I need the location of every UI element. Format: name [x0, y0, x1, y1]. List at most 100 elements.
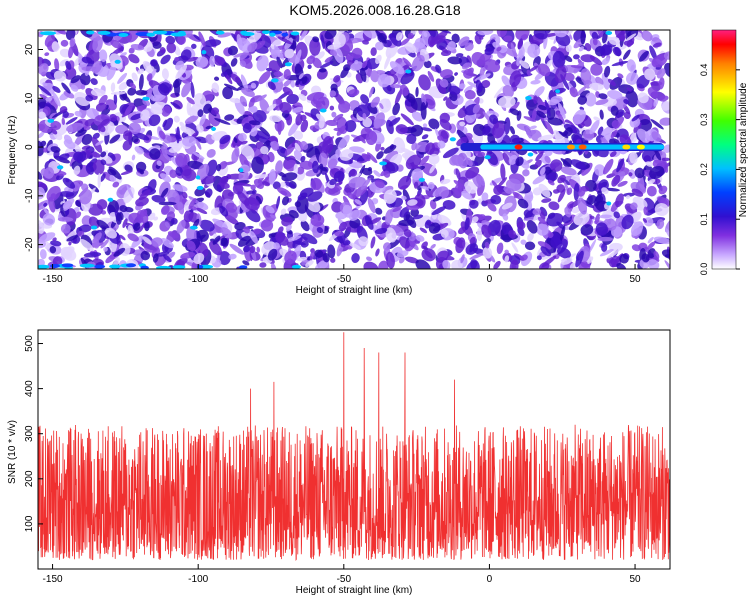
spectrogram-cell: [106, 64, 117, 81]
spectrogram-cell: [571, 206, 581, 214]
spectrogram-cell: [42, 147, 49, 153]
spectrogram-cell: [176, 219, 186, 234]
spectrogram-cell: [73, 151, 84, 162]
spectrogram-cell: [395, 32, 403, 41]
spectrogram-cell: [284, 48, 295, 59]
spectrogram-cell: [255, 195, 262, 205]
spectrogram-cell: [349, 169, 358, 177]
spectrogram-cell: [476, 227, 483, 241]
spectrogram-cell: [248, 97, 255, 109]
spectrogram-cell: [321, 34, 325, 49]
spectrogram-cell: [653, 250, 660, 260]
spectrogram-cell: [225, 202, 238, 213]
spectrogram-cell: [140, 250, 151, 261]
spectrogram-cell: [88, 183, 100, 193]
spectrogram-cell: [107, 197, 114, 202]
spectrogram-cell: [248, 120, 261, 126]
spectrogram-cell: [263, 155, 269, 165]
spectrogram-cell: [547, 117, 563, 126]
spectrogram-x-tick-label: 50: [629, 274, 641, 285]
spectrogram-cell: [187, 160, 204, 170]
spectrogram-cell: [52, 237, 57, 242]
spectrogram-cell: [269, 142, 280, 150]
spectrogram-cell: [57, 216, 74, 222]
spectrogram-cell: [329, 105, 335, 111]
spectrogram-cell: [229, 97, 241, 104]
spectrogram-cell: [439, 78, 449, 88]
spectrogram-cell: [642, 218, 648, 223]
spectrogram-cell: [243, 245, 251, 253]
spectrogram-cell: [101, 107, 111, 116]
page-title: KOM5.2026.008.16.28.G18: [289, 2, 461, 18]
spectrogram-cell: [535, 110, 547, 119]
spectrogram-cell: [633, 121, 642, 133]
spectrogram-cell: [504, 48, 518, 57]
spectrogram-cell: [40, 140, 47, 147]
spectrogram-cell: [58, 153, 70, 161]
spectrogram-cell: [414, 37, 426, 49]
spectrogram-cell: [281, 172, 298, 182]
spectrogram-cell: [43, 207, 50, 216]
spectrogram-cell: [176, 257, 188, 267]
spectrogram-cell: [135, 196, 149, 207]
spectrogram-cell: [405, 154, 422, 170]
spectrogram-cell: [411, 54, 425, 72]
spectrogram-cell: [69, 37, 76, 47]
spectrogram-cell: [169, 169, 177, 179]
spectrogram-cell: [383, 242, 391, 251]
spectrogram-cell: [281, 32, 289, 37]
spectrogram-cell: [130, 44, 145, 51]
spectrogram-cell: [38, 201, 44, 209]
spectrogram-cell: [150, 59, 158, 67]
spectrogram-cell: [223, 83, 239, 92]
spectrogram-cell: [404, 256, 419, 264]
spectrogram-cell: [38, 264, 50, 269]
spectrogram-cell: [288, 209, 299, 219]
spectrogram-cell: [104, 227, 117, 239]
spectrogram-cell: [339, 149, 354, 161]
spectrogram-cell: [175, 166, 183, 177]
spectrogram-y-tick-label: 0: [24, 144, 35, 150]
spectrogram-cell: [594, 164, 606, 176]
spectrogram-cell: [515, 156, 524, 167]
spectrogram-cell: [181, 169, 197, 182]
spectrogram-cell: [52, 85, 61, 93]
spectrogram-cell: [483, 59, 501, 73]
spectrogram-cell: [586, 195, 597, 205]
spectrogram-cell: [481, 80, 491, 89]
spectrogram-cell: [298, 73, 304, 80]
spectrogram-cell: [605, 30, 613, 35]
spectrogram-cell: [219, 134, 231, 145]
spectrogram-cell: [422, 123, 428, 128]
spectrogram-cell: [65, 116, 78, 125]
spectrogram-cell: [649, 45, 658, 61]
spectrogram-cell: [273, 242, 280, 250]
spectrogram-cell: [38, 181, 47, 191]
spectrogram-cell: [539, 206, 548, 217]
spectrogram-cell: [160, 54, 171, 65]
spectrogram-cell: [561, 257, 573, 265]
spectrogram-cell: [440, 50, 452, 57]
spectrogram-cell: [501, 75, 511, 87]
spectrogram-cell: [211, 126, 216, 131]
spectrogram-cell: [611, 60, 629, 67]
spectrogram-cell: [61, 117, 66, 125]
spectrogram-cell: [370, 96, 380, 108]
spectrogram-cell: [109, 113, 118, 122]
spectrogram-cell: [616, 262, 627, 269]
spectrogram-cell: [80, 84, 86, 90]
spectrogram-cell: [51, 128, 58, 135]
spectrogram-cell: [374, 227, 388, 235]
spectrogram-cell: [578, 261, 591, 269]
spectrogram-cell: [51, 41, 60, 52]
spectrogram-cell: [599, 248, 614, 257]
spectrogram-cell: [179, 121, 185, 128]
spectrogram-cell: [504, 187, 515, 194]
spectrogram-cell: [653, 236, 670, 245]
spectrogram-cell: [239, 60, 247, 67]
spectrogram-cell: [501, 202, 513, 210]
spectrogram-cell: [623, 111, 631, 120]
spectrogram-cell: [557, 102, 566, 119]
spectrogram-cell: [222, 189, 234, 202]
spectrogram-cell: [333, 33, 346, 48]
